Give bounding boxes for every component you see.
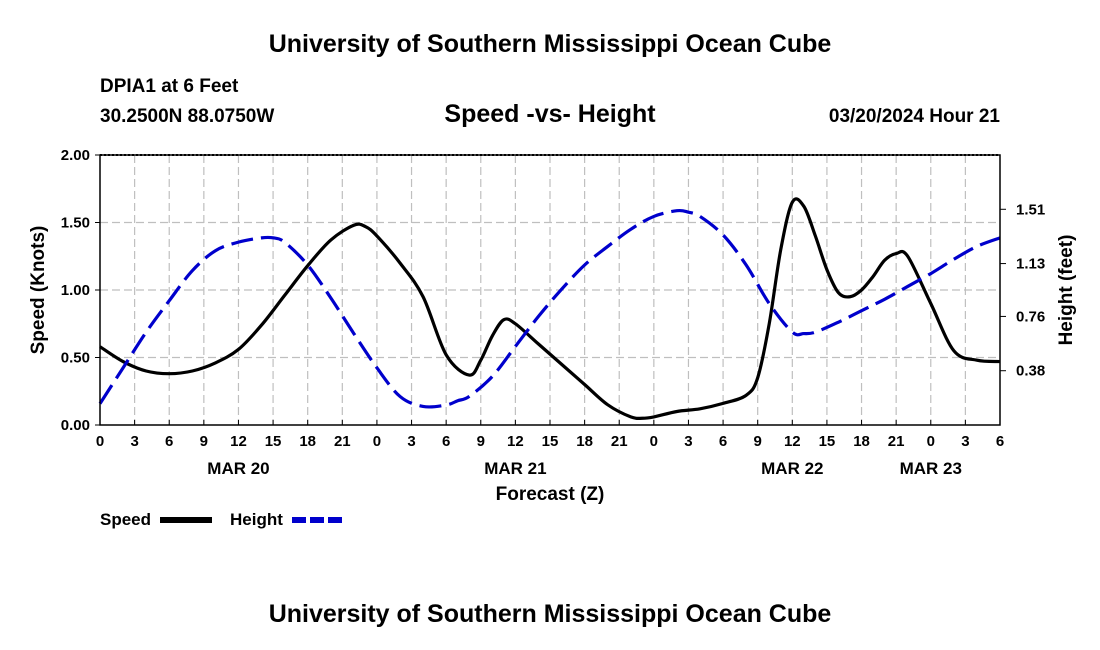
- y-tick-label: 1.50: [61, 215, 90, 232]
- x-tick-label: 18: [576, 433, 593, 450]
- grid: [100, 155, 1000, 425]
- x-tick-label: 0: [96, 433, 104, 450]
- x-tick-label: 12: [230, 433, 247, 450]
- y-tick-label: 2.00: [61, 147, 90, 164]
- x-tick-label: 21: [611, 433, 628, 450]
- legend-height-label: Height: [230, 510, 283, 529]
- date-label: MAR 20: [207, 459, 269, 478]
- main-title: University of Southern Mississippi Ocean…: [268, 30, 832, 58]
- y-tick-label: 0.50: [61, 350, 90, 367]
- date-label: MAR 22: [761, 459, 823, 478]
- chart-subtitle: Speed -vs- Height: [444, 100, 656, 128]
- x-tick-label: 9: [477, 433, 485, 450]
- x-tick-label: 6: [719, 433, 727, 450]
- y-axis-label: Speed (Knots): [28, 226, 49, 355]
- series-layer: [98, 197, 1001, 421]
- footer-title: University of Southern Mississippi Ocean…: [268, 600, 832, 628]
- x-tick-label: 12: [784, 433, 801, 450]
- x-tick-label: 21: [888, 433, 905, 450]
- speed-series-line: [99, 197, 1001, 421]
- legend-speed-label: Speed: [100, 510, 151, 529]
- station-coordinates: 30.2500N 88.0750W: [100, 106, 275, 127]
- x-tick-label: 6: [165, 433, 173, 450]
- x-tick-label: 18: [299, 433, 316, 450]
- x-tick-label: 0: [373, 433, 381, 450]
- x-tick-label: 18: [853, 433, 870, 450]
- x-tick-label: 3: [961, 433, 969, 450]
- x-tick-label: 15: [265, 433, 282, 450]
- x-tick-label: 9: [200, 433, 208, 450]
- y2-tick-label: 1.51: [1016, 201, 1045, 218]
- x-axis-label: Forecast (Z): [496, 484, 605, 505]
- x-tick-label: 6: [996, 433, 1004, 450]
- x-tick-label: 3: [684, 433, 692, 450]
- x-tick-label: 3: [407, 433, 415, 450]
- station-label: DPIA1 at 6 Feet: [100, 76, 239, 97]
- y2-tick-label: 0.38: [1016, 363, 1045, 380]
- y2-tick-label: 0.76: [1016, 308, 1045, 325]
- x-tick-label: 21: [334, 433, 351, 450]
- x-tick-label: 12: [507, 433, 524, 450]
- height-series-line: [98, 208, 1001, 409]
- y-tick-label: 0.00: [61, 417, 90, 434]
- tick-labels: 0 3 6 9 12 15 18 21 0 3 6 9 12 15 18 21 0 3 6 9 12 15 18 21 0 3 6 0…: [61, 147, 1045, 478]
- y-tick-label: 1.00: [61, 282, 90, 299]
- y2-tick-label: 1.13: [1016, 256, 1045, 273]
- forecast-datetime: 03/20/2024 Hour 21: [828, 106, 1000, 127]
- x-tick-label: 15: [542, 433, 559, 450]
- x-tick-label: 0: [927, 433, 935, 450]
- x-tick-label: 3: [130, 433, 138, 450]
- x-tick-label: 15: [819, 433, 836, 450]
- x-tick-label: 9: [754, 433, 762, 450]
- x-tick-label: 6: [442, 433, 450, 450]
- legend: Speed Height: [100, 510, 342, 529]
- date-label: MAR 21: [484, 459, 546, 478]
- date-label: MAR 23: [900, 459, 962, 478]
- y2-axis-label: Height (feet): [1056, 235, 1077, 346]
- x-tick-label: 0: [650, 433, 658, 450]
